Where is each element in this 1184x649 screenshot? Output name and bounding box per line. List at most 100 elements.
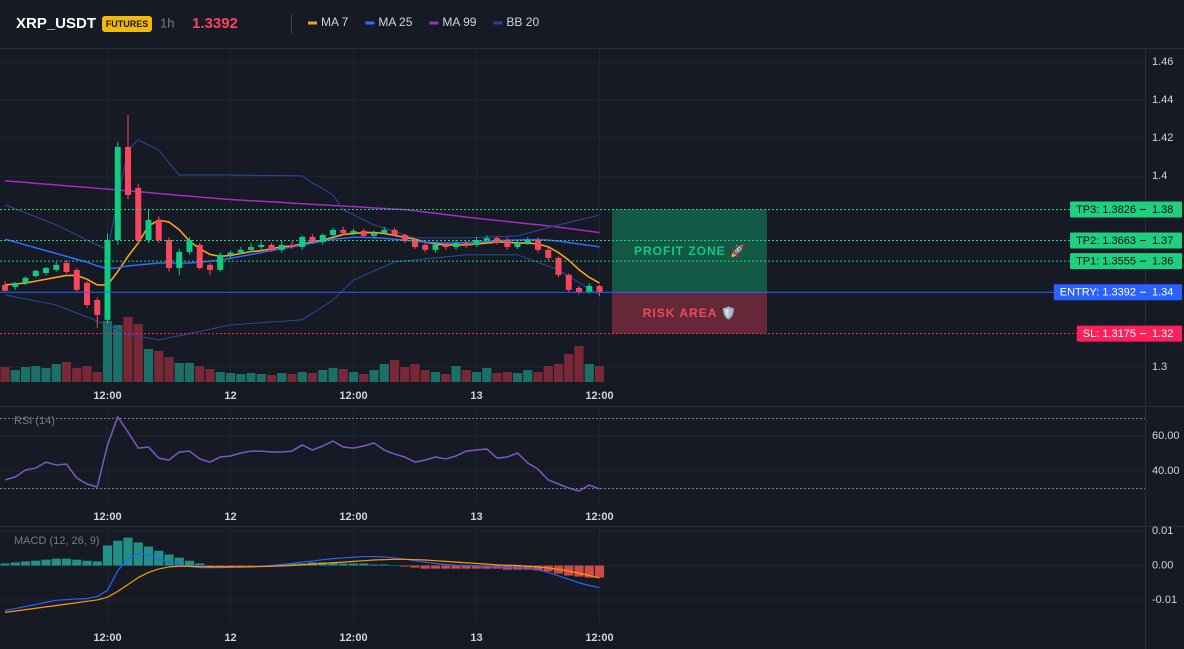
volume-bar [420,370,430,382]
zone-label: RISK AREA 🛡️ [643,306,737,320]
volume-bar [51,364,61,382]
level-label: TP3: 1.3826 [1076,204,1136,216]
candle-body [340,229,347,233]
volume-bar [523,370,533,382]
volume-bar [307,373,318,382]
macd-histogram-bar [533,565,543,571]
candle-body [473,239,480,245]
x-tick-label: 12 [224,511,236,523]
volume-bar [553,364,564,382]
x-tick-label: 12:00 [339,390,367,402]
volume-bar [184,363,195,382]
macd-histogram-bar [420,565,430,569]
macd-histogram-bar [20,561,31,566]
volume-bar [584,364,594,382]
volume-bar [41,368,51,382]
candle-body [176,251,183,268]
volume-bar [543,366,553,382]
x-tick-label: 12:00 [585,632,613,644]
candle-body [227,252,234,255]
volume-bar [287,374,297,382]
macd-histogram-bar [72,559,82,566]
volume-bar [482,368,492,382]
level-label: SL: 1.3175 [1083,328,1136,340]
candle-body [135,187,142,240]
volume-bar [195,366,205,382]
candle-body [289,244,295,248]
macd-histogram-bar [471,565,482,569]
macd-histogram-bar [400,565,410,567]
macd-histogram-bar [430,565,441,569]
volume-bar [594,366,605,382]
macd-histogram-bar [51,558,61,566]
candle-body [535,239,541,250]
candle-body [514,243,521,248]
legend-label: MA 99 [442,15,476,29]
macd-histogram-bar [594,565,605,578]
volume-bar [215,372,225,382]
x-tick-label: 12:00 [339,632,367,644]
macd-histogram-bar [328,562,338,566]
candle-body [217,254,224,270]
volume-bar [338,369,348,382]
candle-body [186,239,193,252]
macd-line [4,552,600,611]
candle-body [401,235,408,242]
candle-body [84,282,90,305]
y-tick-label: 0.01 [1152,525,1173,537]
y-tick-label: 1.44 [1152,94,1173,106]
volume-bar [31,366,41,382]
level-label: TP2: 1.3663 [1076,235,1136,247]
macd-histogram-bar [461,565,471,569]
macd-histogram-bar [389,565,400,567]
volume-bar [236,374,246,382]
candle-body [422,244,429,250]
macd-histogram-bar [523,565,533,570]
macd-histogram-bar [195,563,205,566]
macd-histogram-bar [61,558,72,566]
x-tick-label: 12:00 [585,390,613,402]
level-tag [1076,325,1182,342]
volume-bar [410,364,420,382]
y-tick-label: 60.00 [1152,430,1180,442]
level-label: TP1: 1.3555 [1076,256,1136,268]
market-badge [102,16,152,32]
volume-bar [102,321,113,382]
macd-histogram-bar [369,564,379,566]
macd-histogram-bar [584,565,594,578]
candle-body [350,230,357,233]
macd-histogram-bar [184,560,195,566]
y-tick-label: 0.00 [1152,559,1173,571]
candle-body [463,243,470,245]
volume-bar [369,370,379,382]
symbol: XRP_USDT [16,15,96,32]
candle-body [432,244,439,250]
macd-histogram-bar [174,557,184,566]
x-tick-label: 13 [470,390,482,402]
legend-label: MA 7 [321,15,349,29]
volume-bar [225,373,236,382]
market-label: FUTURES [106,19,149,29]
macd-histogram-bar [441,565,451,569]
candle-body [125,146,131,195]
macd-histogram-bar [92,561,102,566]
candle-body [278,244,285,250]
volume-bar [328,368,338,382]
panel-title: MACD (12, 26, 9) [14,535,100,547]
macd-histogram-bar [574,565,584,577]
volume-bar [277,373,287,382]
zone-label: PROFIT ZONE 🚀 [634,244,746,258]
y-tick-label: 1.4 [1152,170,1167,182]
candle-body [2,284,8,291]
level-axis-label: 1.37 [1152,235,1173,247]
candle-body [545,249,552,258]
macd-histogram-bar [287,563,297,566]
candle-body [196,244,203,268]
volume-bar [471,372,482,382]
y-tick-label: 1.3 [1152,361,1167,373]
level-tag [1053,284,1182,301]
legend-label: MA 25 [378,15,412,29]
x-tick-label: 13 [470,511,482,523]
candle-body [94,300,101,315]
